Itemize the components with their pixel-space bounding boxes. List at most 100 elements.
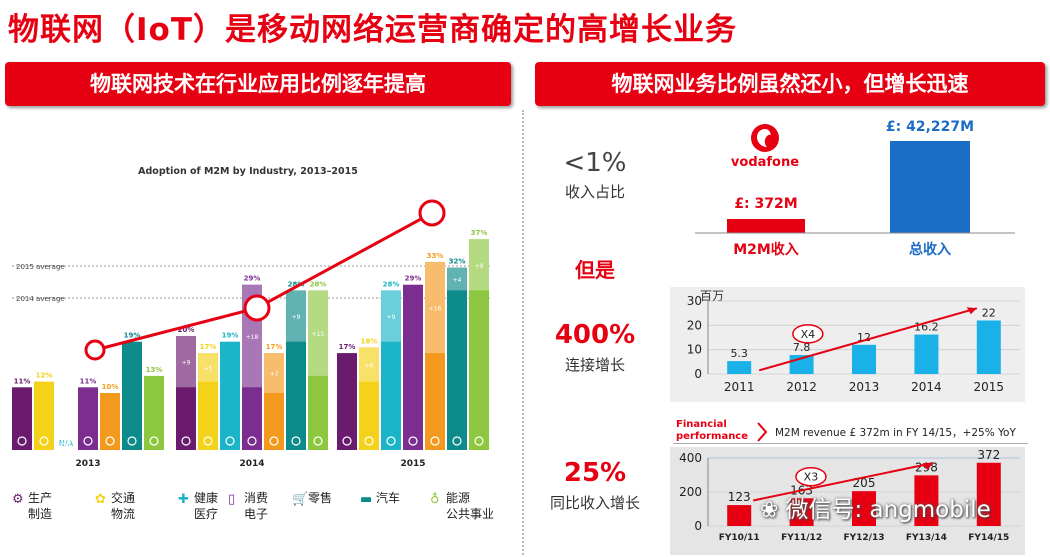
adoption-value-label: 28%	[288, 280, 305, 288]
year-label: 2015	[400, 459, 425, 469]
growth-multiplier-badge	[795, 466, 827, 487]
phone-icon: ▯	[228, 492, 236, 507]
vodafone-revenue-chart: vodafone £: 372M £: 42,227M M2M收入 总收入	[695, 119, 1015, 258]
industry-icon	[127, 436, 137, 446]
m2m-adoption-chart: Adoption of M2M by Industry, 2013–2015 2…	[12, 166, 490, 469]
wechat-watermark: ❀ 微信号: angmobile	[760, 497, 991, 523]
industry-icon	[247, 436, 257, 446]
year-tick-label: 2011	[724, 380, 755, 394]
adoption-value-label: 13%	[146, 366, 163, 374]
adoption-bar	[78, 387, 98, 450]
y-tick-label: 20	[687, 318, 702, 332]
industry-icon	[430, 436, 440, 446]
connections-bar	[914, 334, 939, 374]
year-tick-label: 2014	[911, 380, 942, 394]
connections-bar	[727, 361, 752, 374]
financial-performance-label: Financial performance	[676, 419, 749, 442]
industry-icons-row	[342, 436, 484, 446]
legend-label: 交通 物流	[111, 491, 136, 521]
adoption-value-label: 29%	[405, 275, 422, 283]
adoption-value-label: 12%	[36, 372, 53, 380]
fiscal-year-label: FY12/13	[843, 533, 884, 543]
adoption-bar	[308, 290, 328, 450]
fiscal-year-label: FY10/11	[719, 533, 760, 543]
increment-label: +7	[270, 371, 279, 378]
divider	[522, 110, 524, 555]
adoption-value-label: 19%	[124, 332, 141, 340]
fiscal-year-label: FY14/15	[968, 533, 1009, 543]
adoption-bar	[12, 387, 32, 450]
adoption-value-label: 28%	[310, 280, 327, 288]
increment-label: +18	[246, 334, 259, 341]
connection-growth-label: 连接增长	[564, 356, 625, 374]
adoption-bar	[403, 284, 423, 450]
increment-segment	[198, 353, 218, 382]
revenue-growth-value: 25%	[563, 458, 627, 488]
revenue-value-label: 372	[977, 448, 1000, 462]
wechat-icon: ❀	[760, 498, 786, 523]
adoption-bar	[264, 353, 284, 450]
adoption-value-label: 17%	[339, 343, 356, 351]
year-tick-label: 2013	[849, 380, 880, 394]
increment-label: +4	[453, 277, 462, 284]
industry-icon	[149, 436, 159, 446]
connections-value-label: 22	[982, 306, 996, 319]
bulb-icon: ♁	[430, 492, 440, 507]
increment-label: +6	[365, 363, 374, 370]
connections-unit-label: 百万	[700, 289, 724, 303]
avg-2014-line-label: 2014 average	[16, 295, 65, 303]
arrow-head-icon	[966, 307, 977, 315]
arrow-head-icon	[922, 463, 933, 471]
total-revenue-bar	[890, 141, 970, 233]
adoption-bar	[220, 341, 240, 450]
health-icon: ✚	[178, 492, 189, 507]
adoption-value-label: 10%	[102, 383, 119, 391]
industry-icon	[452, 436, 462, 446]
increment-segment	[381, 290, 401, 342]
y-tick-label: 30	[687, 294, 702, 308]
vodafone-logo: vodafone	[731, 124, 799, 170]
year-tick-label: 2015	[974, 380, 1005, 394]
adoption-bar	[447, 267, 467, 450]
adoption-value-label: 11%	[14, 377, 31, 385]
revenue-bar	[914, 475, 939, 526]
industry-icon	[342, 436, 352, 446]
increment-label: +5	[204, 365, 213, 372]
increment-segment	[469, 239, 489, 291]
revenue-bar	[976, 462, 1001, 526]
chevron-right-icon	[757, 422, 768, 442]
industry-icon	[17, 436, 27, 446]
m2m-value-label: £: 372M	[734, 196, 797, 212]
increment-label: +15	[312, 331, 325, 338]
adoption-value-label: 37%	[471, 229, 488, 237]
adoption-value-label: 28%	[383, 280, 400, 288]
increment-segment	[425, 261, 445, 354]
increment-label: +9	[292, 314, 301, 321]
industry-icon	[225, 436, 235, 446]
increment-segment	[308, 290, 328, 376]
growth-multiplier-label: X4	[801, 328, 816, 341]
industry-icon	[61, 436, 71, 446]
connection-growth-value: 400%	[554, 320, 636, 350]
growth-multiplier-badge	[792, 324, 824, 344]
growth-multiplier-label: X3	[804, 471, 819, 484]
adoption-bar	[34, 381, 54, 450]
revenue-share-value: <1%	[563, 148, 627, 178]
industry-icon	[408, 436, 418, 446]
industry-icon	[181, 436, 191, 446]
connections-value-label: 5.3	[730, 347, 748, 360]
legend-label: 汽车	[376, 491, 401, 505]
industry-icon	[39, 436, 49, 446]
adoption-bar	[381, 290, 401, 450]
y-tick-label: 400	[679, 451, 702, 465]
connections-bar	[976, 320, 1001, 374]
legend-label: 零售	[308, 491, 333, 505]
industry-icon	[105, 436, 115, 446]
adoption-bar	[242, 284, 262, 450]
traffic-icon: ✿	[95, 492, 106, 507]
increment-segment	[286, 290, 306, 342]
total-category-label: 总收入	[909, 241, 951, 258]
y-tick-label: 0	[694, 367, 702, 381]
